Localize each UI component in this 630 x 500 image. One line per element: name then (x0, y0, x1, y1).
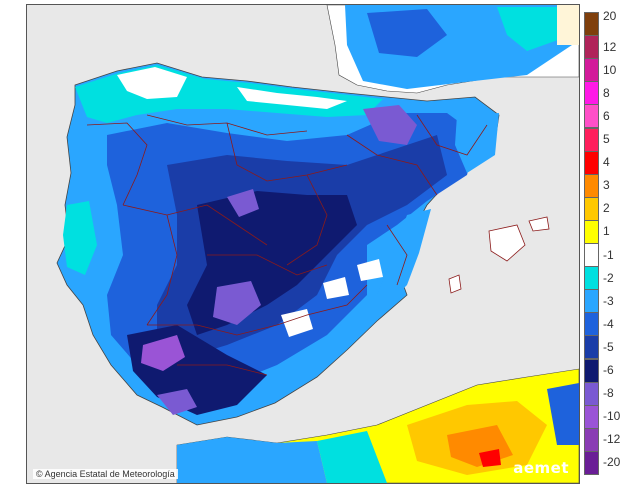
france-anomaly-colder (367, 9, 447, 57)
legend-label: 8 (603, 85, 610, 100)
menorca-island (528, 216, 550, 232)
france-anomaly-mild (497, 7, 572, 51)
map-panel: © Agencia Estatal de Meteorología aemet (26, 4, 580, 484)
legend-swatch (584, 173, 599, 198)
north-africa-mild (317, 431, 387, 483)
legend-swatch (584, 450, 599, 475)
color-legend (584, 12, 600, 475)
france-east-warm (557, 5, 579, 45)
legend-label: -1 (603, 247, 614, 262)
legend-label: -3 (603, 293, 614, 308)
legend-label: -2 (603, 270, 614, 285)
legend-label: 20 (603, 9, 617, 23)
legend-swatch (584, 219, 599, 244)
legend-swatch (584, 196, 599, 221)
west-coast-neutral (63, 201, 97, 275)
legend-label: 3 (603, 178, 610, 193)
legend-swatch (584, 35, 599, 60)
north-africa-warm-peak (479, 449, 501, 467)
murcia-white-patch (357, 259, 383, 281)
legend-label: -10 (603, 409, 621, 424)
legend-label: -8 (603, 386, 614, 401)
legend-swatch (584, 404, 599, 429)
north-coast-neutral (117, 67, 187, 99)
legend-swatch (584, 335, 599, 360)
legend-label: -12 (603, 432, 621, 447)
lamancha-purple (213, 281, 261, 325)
north-africa-cold-east (547, 383, 579, 445)
central-purple (227, 189, 259, 217)
legend-label: 2 (603, 201, 610, 216)
legend-swatch (584, 266, 599, 291)
guadalquivir-purple (157, 389, 197, 415)
legend-swatch (584, 127, 599, 152)
andalusia-purple (141, 335, 185, 371)
admin-borders (86, 114, 488, 376)
legend-label: 1 (603, 224, 610, 239)
legend-swatch (584, 381, 599, 406)
ibiza-island (448, 274, 462, 294)
legend-label: 10 (603, 62, 617, 77)
legend-label: 5 (603, 132, 610, 147)
cantabria-neutral (237, 87, 347, 109)
valencia-coast-mild (377, 209, 431, 305)
legend-label: 4 (603, 155, 610, 170)
credit-label: Agencia Estatal de Meteorología (44, 469, 175, 479)
ebro-valley-purple (363, 105, 417, 145)
legend-swatch (584, 312, 599, 337)
legend-swatch (584, 358, 599, 383)
north-africa-cold-west (177, 437, 327, 483)
copyright-icon: © (36, 469, 43, 479)
legend-swatch (584, 58, 599, 83)
valencia-white-patch (323, 277, 349, 299)
legend-swatch (584, 243, 599, 267)
legend-label: -6 (603, 363, 614, 378)
legend-swatch (584, 427, 599, 452)
legend-label: -20 (603, 455, 621, 470)
legend-label: 6 (603, 108, 610, 123)
credit-text: © Agencia Estatal de Meteorología (33, 469, 178, 479)
legend-label: -4 (603, 316, 614, 331)
legend-swatch (584, 150, 599, 175)
legend-swatch (584, 81, 599, 106)
legend-label: -5 (603, 339, 614, 354)
mallorca-island (488, 224, 526, 262)
aemet-logo-text: aemet (513, 459, 569, 477)
legend-swatch (584, 104, 599, 129)
legend-swatch (584, 12, 599, 36)
aemet-logo: aemet (513, 459, 569, 477)
legend-label: 12 (603, 39, 617, 54)
catalonia-coast-mild (455, 113, 499, 173)
legend-swatch (584, 289, 599, 314)
temperature-anomaly-map (27, 5, 579, 483)
